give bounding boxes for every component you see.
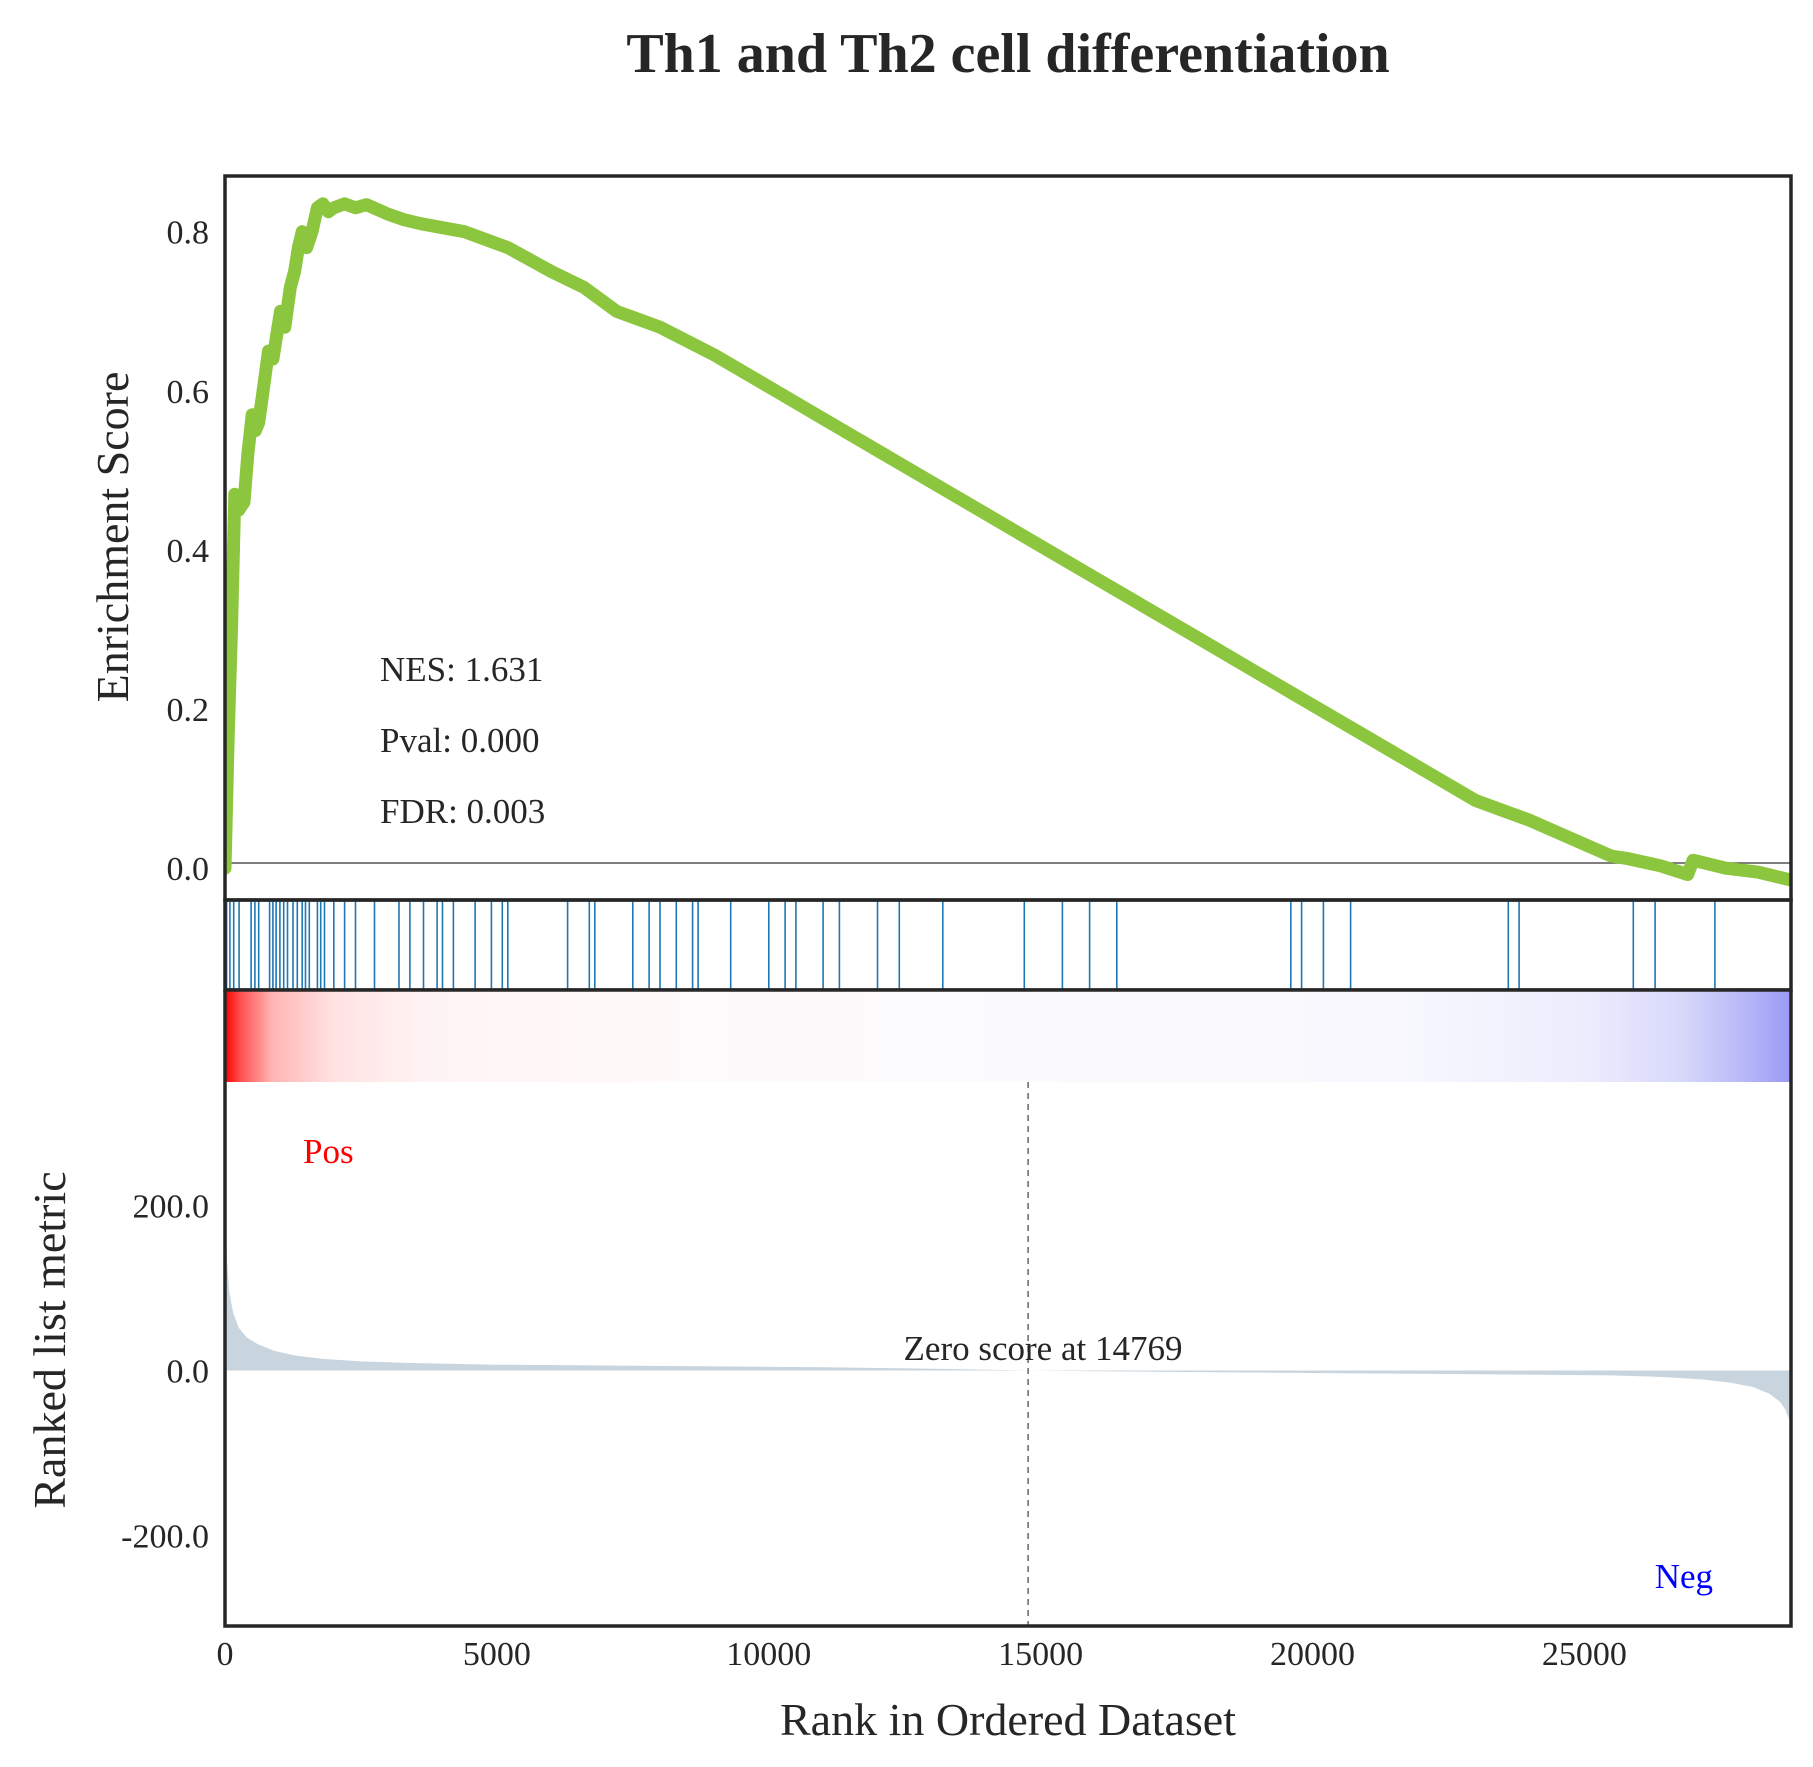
es-y-tick-label: 0.2 <box>167 692 210 729</box>
es-y-ticks: 0.0 0.2 0.4 0.6 0.8 <box>167 215 210 889</box>
fdr-annotation: FDR: 0.003 <box>380 792 545 831</box>
x-tick-label: 5000 <box>463 1636 531 1673</box>
zero-score-label: Zero score at 14769 <box>904 1329 1183 1368</box>
ranked-metric-area <box>225 1185 1791 1425</box>
x-ticks: 0 5000 10000 15000 20000 25000 <box>217 1636 1627 1673</box>
metric-y-tick-label: 0.0 <box>167 1354 210 1391</box>
pval-annotation: Pval: 0.000 <box>380 721 539 760</box>
es-y-tick-label: 0.4 <box>167 533 210 570</box>
x-tick-label: 20000 <box>1270 1636 1355 1673</box>
x-tick-label: 0 <box>217 1636 234 1673</box>
enrichment-panel: 0.0 0.2 0.4 0.6 0.8 Enrichment Score NES: 1.… <box>87 174 1793 902</box>
x-tick-label: 25000 <box>1542 1636 1627 1673</box>
rank-gradient-bar <box>225 990 1791 1082</box>
hits-frame <box>223 898 1793 992</box>
gene-hit-lines <box>225 900 1716 990</box>
pos-label: Pos <box>303 1132 354 1171</box>
metric-ylabel: Ranked list metric <box>24 1171 75 1508</box>
neg-label: Neg <box>1655 1557 1713 1596</box>
x-tick-label: 15000 <box>998 1636 1083 1673</box>
metric-y-ticks: 200.0 0.0 -200.0 <box>121 1189 209 1556</box>
x-axis-label: Rank in Ordered Dataset <box>780 1694 1236 1745</box>
metric-frame <box>223 1082 1793 1628</box>
enrichment-score-line <box>225 197 1791 887</box>
chart-title: Th1 and Th2 cell differentiation <box>626 23 1389 85</box>
es-y-tick-label: 0.0 <box>167 851 210 888</box>
hits-panel <box>223 898 1793 992</box>
nes-annotation: NES: 1.631 <box>380 650 543 689</box>
rank-gradient-panel <box>223 988 1793 1082</box>
es-y-tick-label: 0.6 <box>167 374 210 411</box>
metric-y-tick-label: -200.0 <box>121 1518 209 1555</box>
metric-y-tick-label: 200.0 <box>133 1189 210 1226</box>
es-y-tick-label: 0.8 <box>167 215 210 252</box>
x-tick-label: 10000 <box>726 1636 811 1673</box>
es-ylabel: Enrichment Score <box>87 372 138 703</box>
metric-panel: Zero score at 14769 Pos Neg 200.0 0.0 -200… <box>24 1082 1793 1745</box>
